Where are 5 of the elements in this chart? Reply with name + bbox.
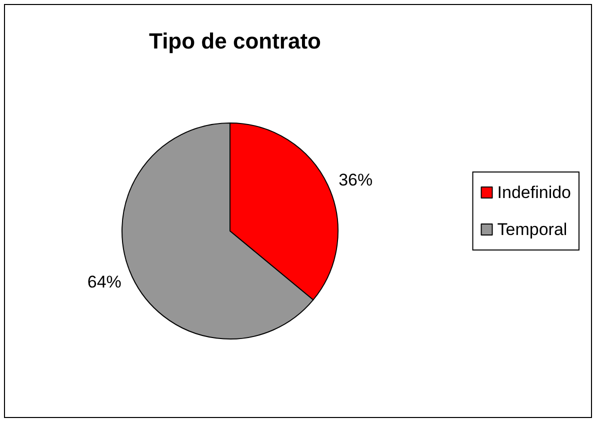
legend-label: Temporal: [497, 220, 568, 239]
chart-title: Tipo de contrato: [149, 28, 321, 54]
legend-label: Indefinido: [497, 183, 572, 202]
data-label: 36%: [338, 170, 373, 190]
data-label: 64%: [87, 272, 122, 292]
